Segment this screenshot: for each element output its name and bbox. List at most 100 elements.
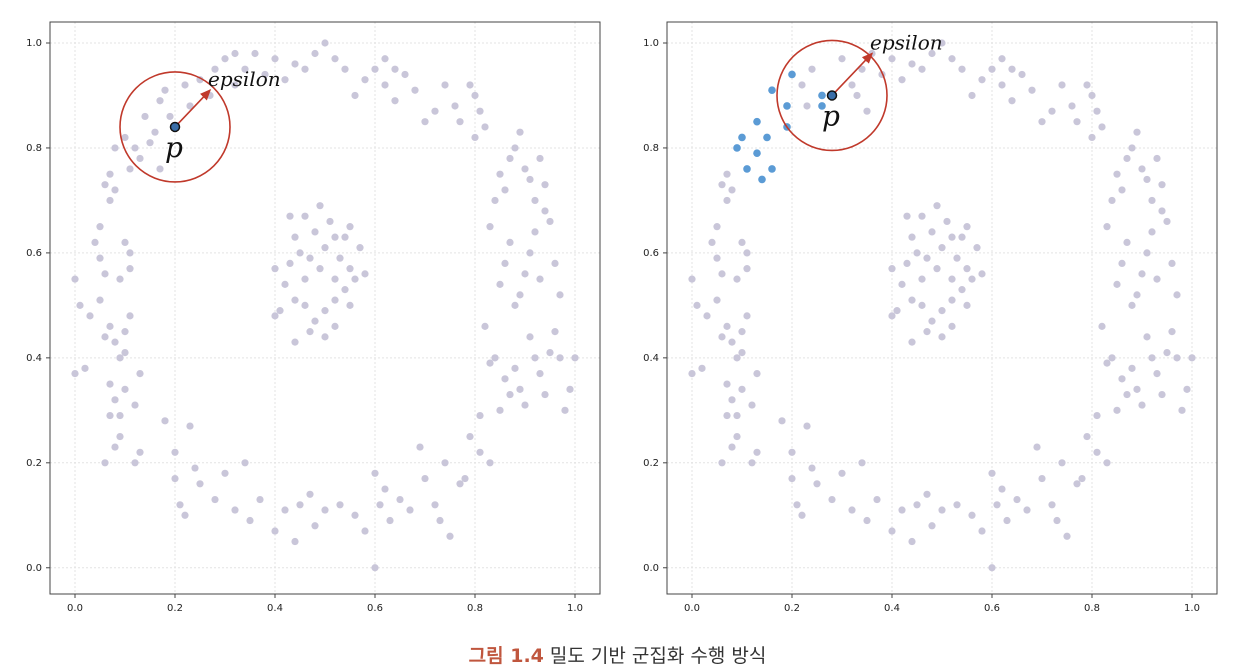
data-point: [848, 506, 856, 514]
data-point: [1048, 107, 1056, 115]
data-point: [106, 380, 114, 388]
data-point: [728, 338, 736, 346]
data-point: [963, 301, 971, 309]
data-point: [141, 112, 149, 121]
data-point: [291, 338, 299, 346]
data-point: [286, 212, 294, 220]
data-point: [146, 139, 154, 147]
x-tick-label: 0.2: [784, 603, 800, 614]
data-point: [948, 322, 956, 330]
cluster-point: [768, 86, 776, 95]
data-point: [166, 112, 174, 121]
data-point: [271, 312, 279, 320]
data-point: [728, 443, 736, 451]
data-point: [978, 527, 986, 535]
data-point: [531, 196, 539, 205]
data-point: [903, 212, 911, 220]
data-point: [1093, 448, 1101, 456]
data-point: [186, 422, 194, 430]
data-point: [1003, 516, 1011, 525]
data-point: [1128, 301, 1136, 309]
cluster-point: [783, 102, 791, 110]
data-point: [923, 490, 931, 498]
data-point: [506, 238, 514, 247]
data-point: [1103, 359, 1111, 367]
data-point: [1143, 175, 1151, 184]
data-point: [908, 338, 916, 346]
data-point: [743, 249, 751, 257]
data-point: [1103, 459, 1111, 467]
data-point: [808, 65, 816, 73]
data-point: [491, 196, 499, 205]
epsilon-circle: [776, 39, 888, 152]
data-point: [1098, 123, 1106, 131]
data-point: [506, 154, 514, 163]
data-point: [521, 401, 529, 409]
data-point: [521, 270, 529, 278]
data-point: [1038, 474, 1046, 483]
data-point: [828, 495, 836, 504]
x-tick-label: 0.0: [684, 603, 700, 614]
data-point: [838, 55, 846, 63]
data-point: [963, 265, 971, 273]
x-tick-label: 1.0: [1184, 603, 1200, 614]
data-point: [251, 49, 259, 58]
data-point: [713, 254, 721, 262]
data-point: [391, 97, 399, 105]
data-point: [748, 401, 756, 409]
plot-frame: [49, 21, 601, 595]
data-point: [1118, 375, 1126, 383]
data-point: [918, 301, 926, 309]
data-point: [346, 223, 354, 231]
data-point: [978, 76, 986, 84]
data-point: [381, 55, 389, 63]
data-point: [456, 118, 464, 126]
data-point: [556, 354, 564, 362]
y-tick-label: 1.0: [643, 38, 659, 49]
data-point: [718, 181, 726, 189]
data-point: [708, 238, 716, 247]
data-point: [76, 301, 84, 309]
data-point: [953, 501, 961, 509]
label-p: p: [822, 99, 840, 132]
data-point: [1153, 275, 1161, 283]
data-point: [391, 65, 399, 73]
data-point: [81, 364, 89, 372]
y-tick-label: 0.8: [643, 143, 659, 154]
data-point: [688, 275, 696, 283]
data-point: [231, 506, 239, 514]
data-point: [1163, 349, 1171, 357]
data-point: [116, 275, 124, 283]
data-point: [451, 102, 459, 110]
data-point: [1093, 107, 1101, 115]
data-point: [486, 223, 494, 231]
data-point: [1058, 459, 1066, 467]
data-point: [1018, 70, 1026, 79]
data-point: [381, 81, 389, 89]
cluster-point: [818, 91, 826, 100]
data-point: [1073, 118, 1081, 126]
data-point: [331, 296, 339, 304]
figure-caption: 그림 1.4 밀도 기반 군집화 수행 방식: [0, 641, 1235, 668]
data-point: [1108, 354, 1116, 362]
data-point: [728, 186, 736, 194]
data-point: [456, 480, 464, 488]
data-point: [191, 464, 199, 472]
data-point: [541, 181, 549, 189]
data-point: [466, 432, 474, 441]
data-point: [713, 223, 721, 231]
data-point: [106, 322, 114, 330]
data-point: [501, 259, 509, 267]
data-point: [421, 118, 429, 126]
data-point: [853, 91, 861, 100]
x-tick-label: 0.2: [167, 603, 183, 614]
data-point: [496, 280, 504, 288]
x-tick-label: 1.0: [567, 603, 583, 614]
cluster-point: [738, 133, 746, 142]
data-point: [181, 81, 189, 89]
data-point: [536, 369, 544, 378]
data-point: [778, 417, 786, 425]
data-point: [516, 291, 524, 299]
label-p: p: [165, 131, 183, 164]
data-point: [296, 501, 304, 509]
